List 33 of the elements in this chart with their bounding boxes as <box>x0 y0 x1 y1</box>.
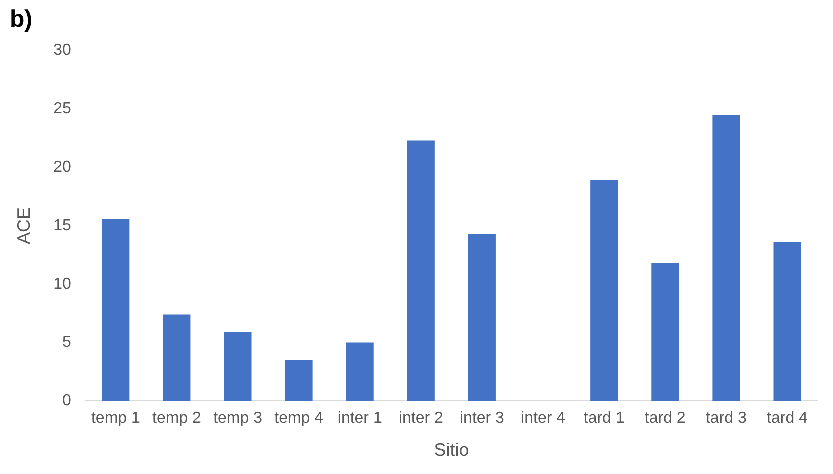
x-tick-label: tard 3 <box>706 410 747 428</box>
bar <box>774 242 802 402</box>
bar <box>163 314 191 402</box>
x-tick-label: temp 2 <box>152 410 202 428</box>
bar <box>712 115 740 402</box>
x-tick-label: tard 1 <box>584 410 625 428</box>
x-tick-label: inter 2 <box>398 410 444 428</box>
x-tick-label: tard 4 <box>767 410 808 428</box>
x-tick-label: inter 1 <box>338 410 382 428</box>
y-tick-label: 20 <box>54 159 72 176</box>
y-tick-label: 15 <box>54 217 72 234</box>
bar <box>590 180 618 402</box>
y-tick-label: 0 <box>62 392 72 410</box>
bar <box>102 218 130 402</box>
x-tick-label: tard 2 <box>644 410 686 428</box>
bar <box>346 342 374 402</box>
bar <box>652 263 680 402</box>
x-axis-title: Sitio <box>434 440 470 460</box>
bar <box>407 140 435 402</box>
chart-title: b) <box>10 6 33 34</box>
x-tick-label: temp 4 <box>274 410 324 428</box>
x-tick-label: temp 3 <box>214 410 263 428</box>
y-tick-label: 30 <box>54 42 72 60</box>
x-tick-label: inter 4 <box>521 410 566 428</box>
bar <box>285 360 313 402</box>
y-tick-label: 10 <box>54 276 72 293</box>
x-tick-label: temp 1 <box>91 410 140 428</box>
y-tick-label: 5 <box>62 334 72 352</box>
y-tick-label: 25 <box>54 100 72 118</box>
bar <box>224 332 252 402</box>
y-axis-title: ACE <box>14 207 34 245</box>
x-tick-label: inter 3 <box>460 410 505 428</box>
bar <box>468 234 496 402</box>
